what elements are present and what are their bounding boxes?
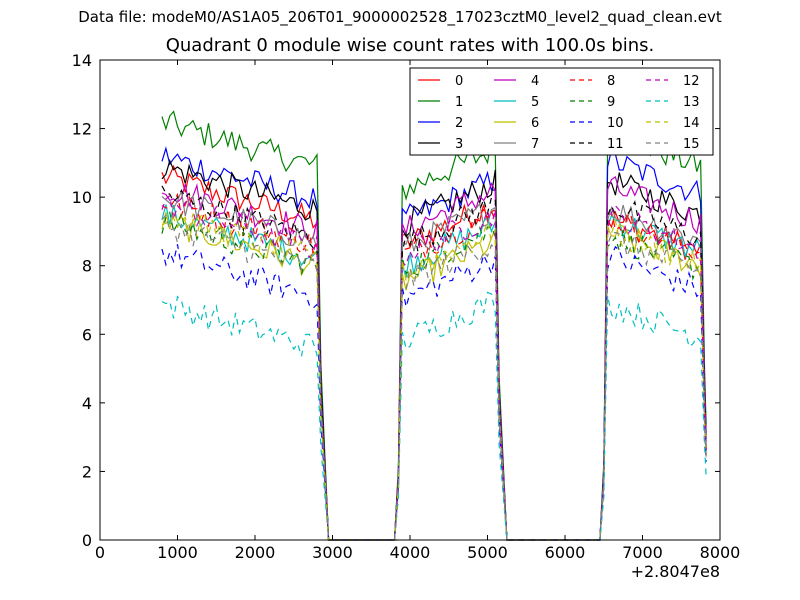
legend-label-0: 0 bbox=[455, 74, 463, 89]
legend-label-13: 13 bbox=[683, 95, 700, 110]
legend-label-14: 14 bbox=[683, 116, 700, 131]
series-line-14 bbox=[161, 212, 707, 541]
y-tick-label: 14 bbox=[72, 51, 92, 70]
legend-label-7: 7 bbox=[531, 137, 539, 152]
x-tick-label: 1000 bbox=[157, 543, 198, 562]
x-offset-label: +2.8047e8 bbox=[631, 562, 720, 581]
series-line-15 bbox=[161, 214, 707, 541]
legend-label-8: 8 bbox=[607, 74, 615, 89]
series-line-3 bbox=[161, 159, 707, 541]
series-line-12 bbox=[161, 194, 707, 541]
legend-label-3: 3 bbox=[455, 137, 463, 152]
legend-label-2: 2 bbox=[455, 116, 463, 131]
series-line-5 bbox=[161, 204, 707, 541]
legend-label-4: 4 bbox=[531, 74, 539, 89]
y-tick-label: 10 bbox=[72, 188, 92, 207]
x-tick-label: 0 bbox=[95, 543, 105, 562]
y-tick-label: 2 bbox=[82, 462, 92, 481]
series-line-1 bbox=[161, 110, 707, 541]
legend-label-6: 6 bbox=[531, 116, 539, 131]
y-tick-label: 6 bbox=[82, 325, 92, 344]
chart-title: Quadrant 0 module wise count rates with … bbox=[165, 35, 655, 56]
legend-label-11: 11 bbox=[607, 137, 624, 152]
x-tick-label: 6000 bbox=[545, 543, 586, 562]
series-layer bbox=[161, 110, 707, 541]
legend-label-10: 10 bbox=[607, 116, 624, 131]
x-tick-label: 4000 bbox=[390, 543, 431, 562]
figure-suptitle: Data file: modeM0/AS1A05_206T01_90000025… bbox=[78, 8, 722, 26]
series-line-7 bbox=[161, 188, 707, 541]
series-line-13 bbox=[161, 291, 707, 541]
x-tick-label: 5000 bbox=[467, 543, 508, 562]
x-tick-label: 8000 bbox=[700, 543, 741, 562]
x-tick-label: 7000 bbox=[622, 543, 663, 562]
series-line-9 bbox=[161, 211, 707, 541]
legend-label-12: 12 bbox=[683, 74, 700, 89]
ticks-layer: 0 1000 2000 3000 4000 5000 6000 7000 80000246810… bbox=[72, 51, 741, 562]
legend-label-15: 15 bbox=[683, 137, 700, 152]
y-tick-label: 4 bbox=[82, 394, 92, 413]
legend-label-1: 1 bbox=[455, 95, 463, 110]
series-line-11 bbox=[161, 185, 707, 541]
legend-box bbox=[409, 67, 714, 156]
series-line-2 bbox=[161, 146, 707, 541]
x-tick-label: 3000 bbox=[312, 543, 353, 562]
y-tick-label: 12 bbox=[72, 120, 92, 139]
y-tick-label: 8 bbox=[82, 257, 92, 276]
legend-label-9: 9 bbox=[607, 95, 615, 110]
y-tick-label: 0 bbox=[82, 531, 92, 550]
series-line-6 bbox=[161, 211, 707, 541]
x-tick-label: 2000 bbox=[235, 543, 276, 562]
series-line-10 bbox=[161, 244, 707, 541]
legend-label-5: 5 bbox=[531, 95, 539, 110]
